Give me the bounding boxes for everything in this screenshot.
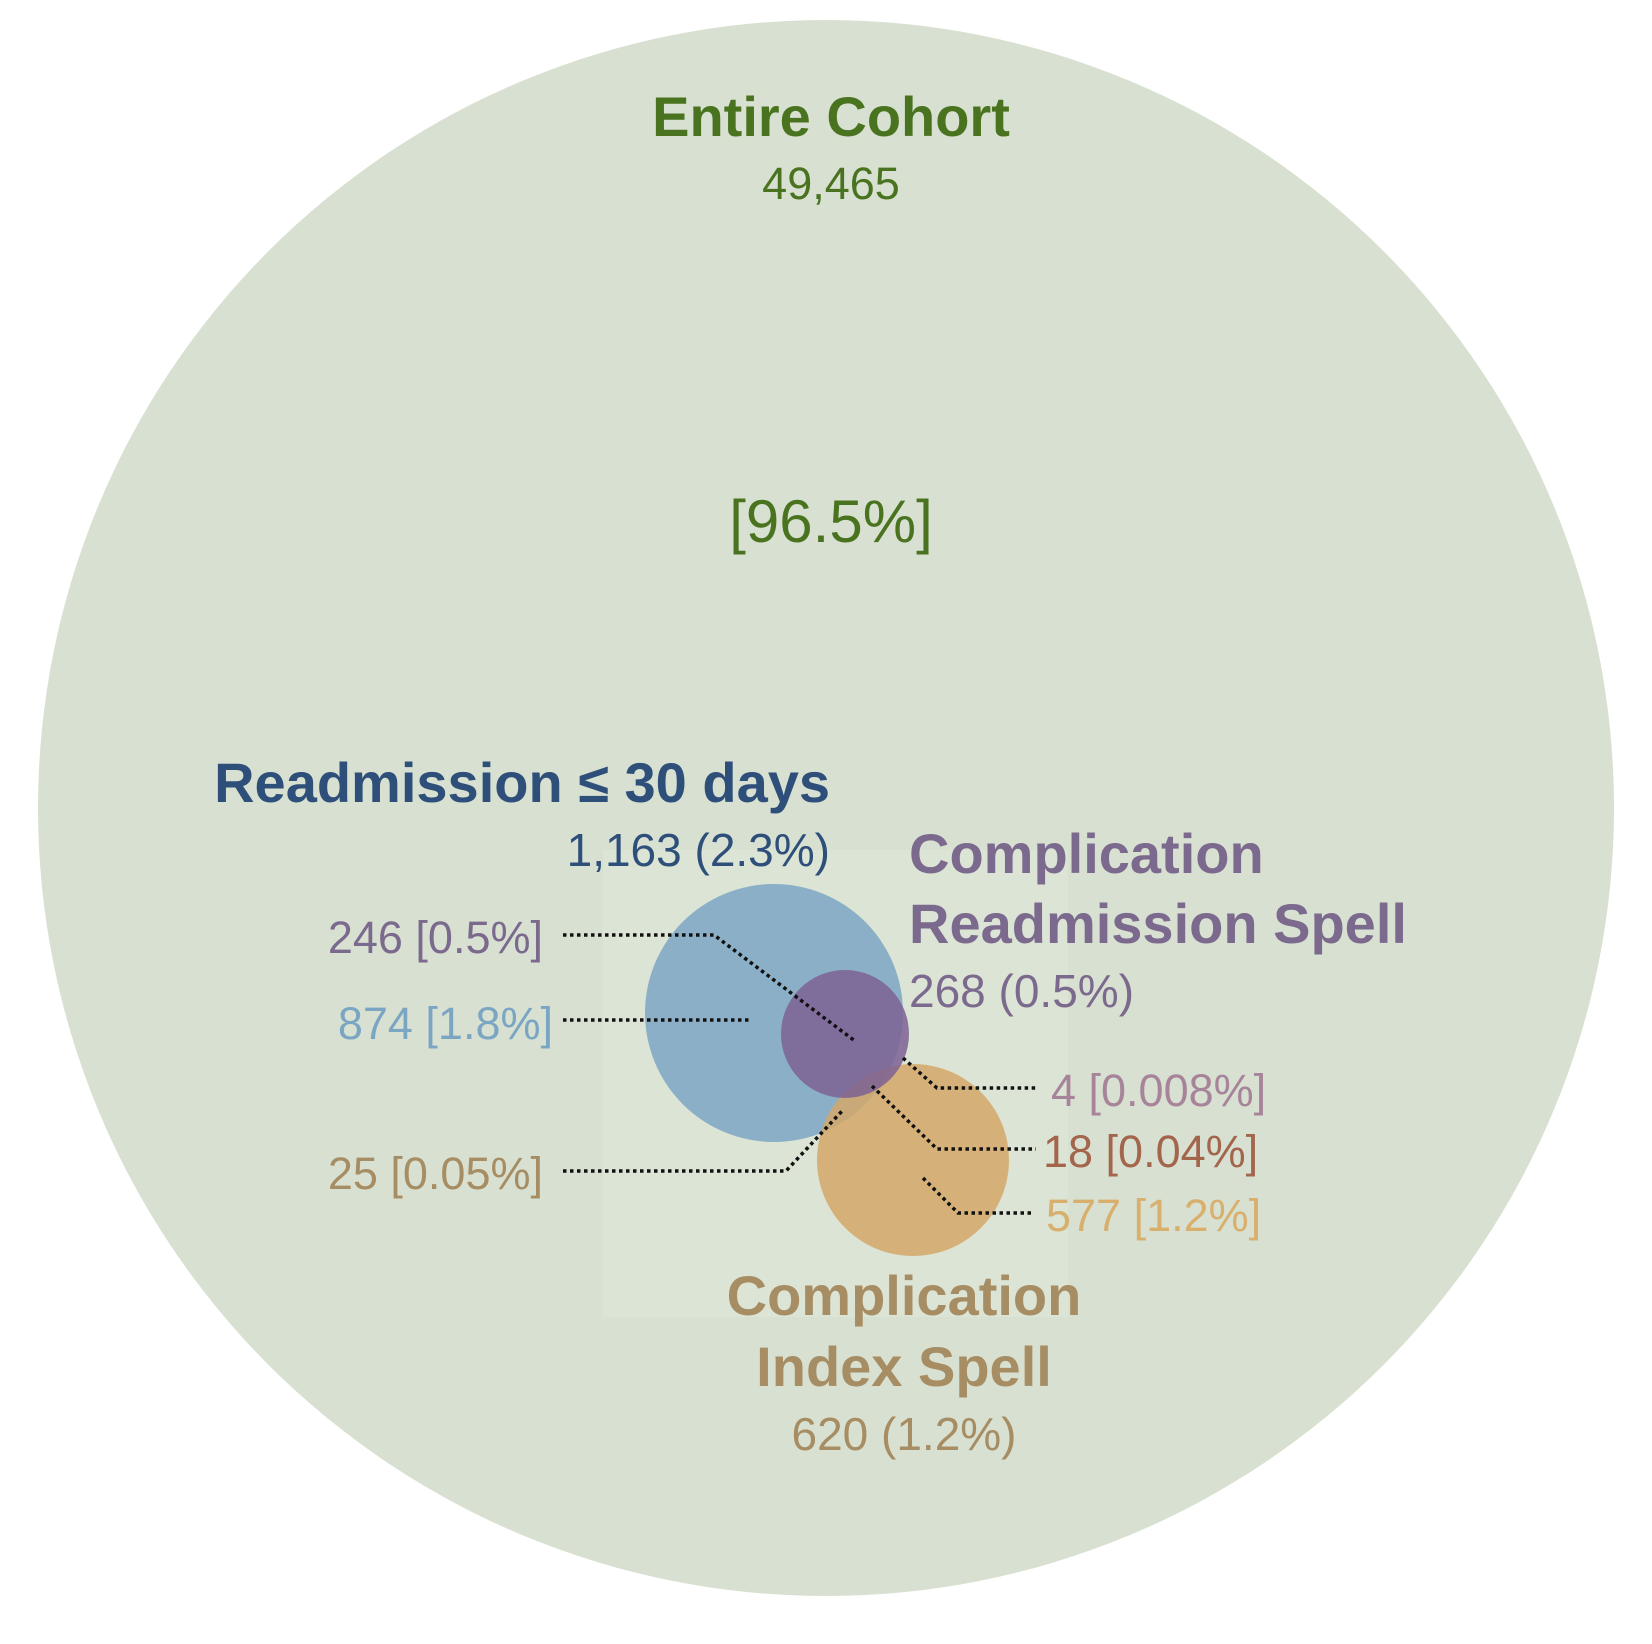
region-label-18: 18 [0.04%] <box>1043 1126 1258 1177</box>
comp-index-count: 620 (1.2%) <box>791 1408 1016 1460</box>
comp-index-title-line1: Complication <box>727 1264 1082 1327</box>
leader-line-4 <box>901 1056 1036 1090</box>
region-label-4: 4 [0.008%] <box>1051 1065 1266 1116</box>
readmission-title: Readmission ≤ 30 days <box>214 751 830 814</box>
cohort-title: Entire Cohort <box>652 85 1010 148</box>
region-label-577: 577 [1.2%] <box>1046 1190 1261 1241</box>
comp-index-title-line2: Index Spell <box>756 1335 1052 1398</box>
comp-index-circle <box>817 1064 1009 1256</box>
leader-line-246 <box>563 933 857 1043</box>
cohort-count: 49,465 <box>762 158 900 209</box>
leader-line-577 <box>921 1176 1033 1215</box>
comp-readm-title-line2: Readmission Spell <box>909 892 1407 955</box>
comp-readm-title-line1: Complication <box>909 822 1264 885</box>
region-label-246: 246 [0.5%] <box>328 912 543 963</box>
cohort-circle <box>38 20 1614 1596</box>
region-label-25: 25 [0.05%] <box>328 1148 543 1199</box>
region-label-874: 874 [1.8%] <box>338 998 553 1049</box>
readmission-count: 1,163 (2.3%) <box>567 824 830 876</box>
cohort-pct: [96.5%] <box>729 488 932 555</box>
comp-readm-count: 268 (0.5%) <box>909 965 1134 1017</box>
leader-line-18 <box>870 1084 1036 1151</box>
